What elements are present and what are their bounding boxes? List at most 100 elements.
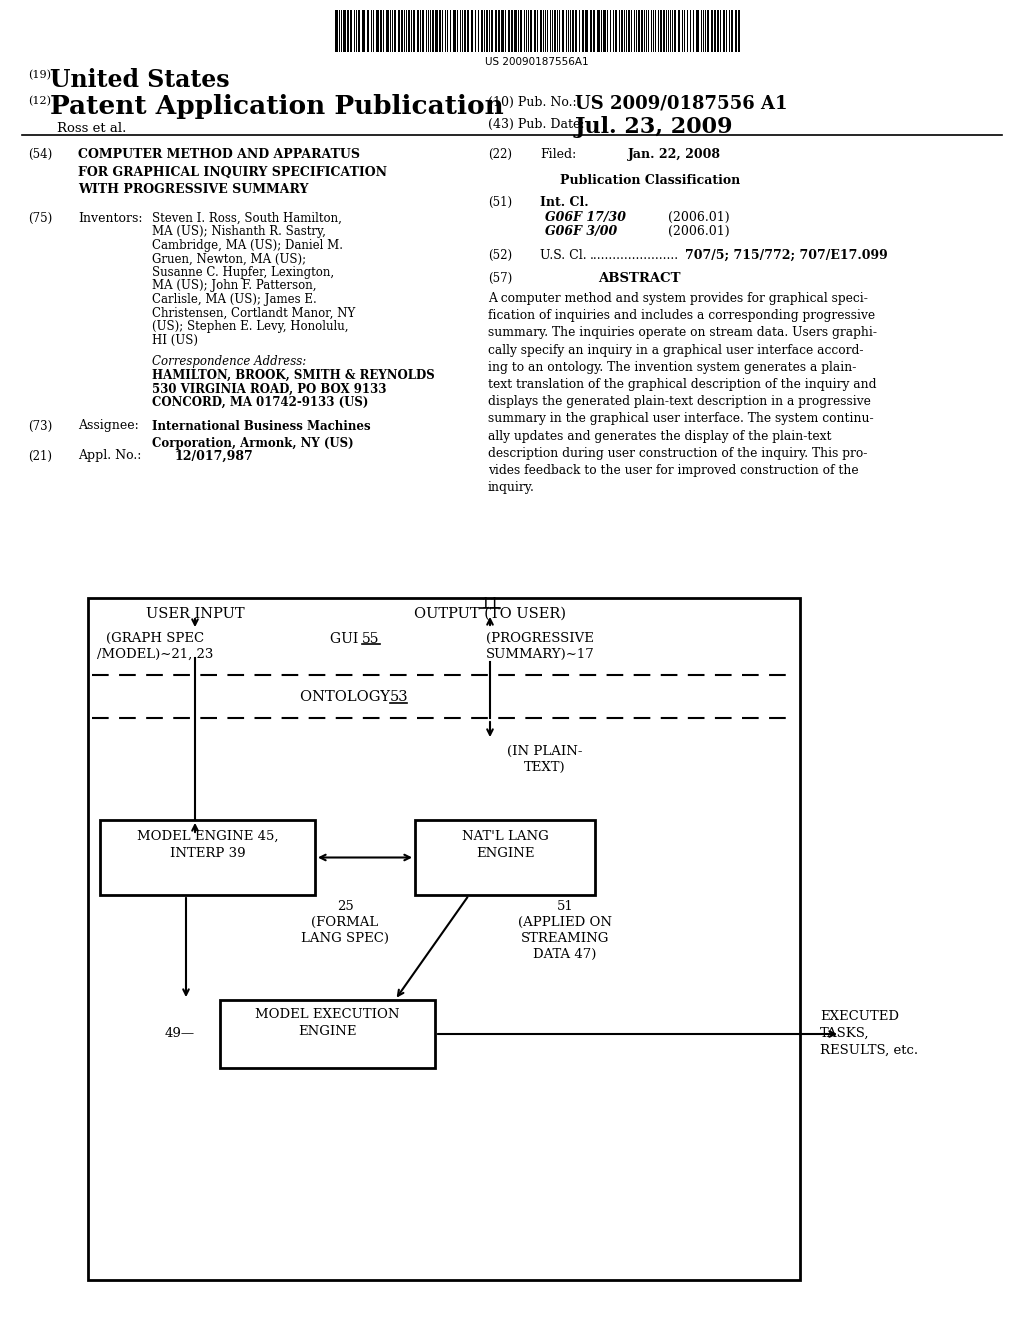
Text: .......................: ....................... (590, 249, 679, 261)
Bar (582, 11, 584, 51)
Bar (585, 11, 588, 51)
Text: Inventors:: Inventors: (78, 213, 142, 224)
Bar (628, 11, 630, 51)
Text: MODEL EXECUTION
ENGINE: MODEL EXECUTION ENGINE (255, 1008, 399, 1038)
Bar (717, 11, 719, 51)
Text: MA (US); John F. Patterson,: MA (US); John F. Patterson, (152, 280, 316, 293)
Text: Filed:: Filed: (540, 148, 577, 161)
Text: (2006.01): (2006.01) (668, 224, 730, 238)
Bar (467, 11, 469, 51)
Bar (413, 11, 415, 51)
Bar (711, 11, 713, 51)
Text: A computer method and system provides for graphical speci-
fication of inquiries: A computer method and system provides fo… (488, 292, 877, 494)
Bar (100, 820, 315, 895)
Text: (IN PLAIN-
TEXT): (IN PLAIN- TEXT) (507, 744, 583, 774)
Bar (674, 11, 676, 51)
Text: G06F 3/00: G06F 3/00 (545, 224, 617, 238)
Bar (367, 11, 369, 51)
Text: (PROGRESSIVE
SUMMARY)∼17: (PROGRESSIVE SUMMARY)∼17 (485, 632, 594, 661)
Bar (738, 11, 740, 51)
Bar (347, 11, 349, 51)
Bar (597, 11, 600, 51)
Text: MODEL ENGINE 45,
INTERP 39: MODEL ENGINE 45, INTERP 39 (137, 830, 279, 861)
Text: NAT'L LANG
ENGINE: NAT'L LANG ENGINE (462, 830, 549, 861)
Bar (453, 11, 456, 51)
Bar (615, 11, 617, 51)
Bar (88, 598, 800, 1280)
Bar (575, 11, 577, 51)
Text: (GRAPH SPEC
/MODEL)∼21, 23: (GRAPH SPEC /MODEL)∼21, 23 (97, 632, 213, 661)
Text: United States: United States (50, 69, 229, 92)
Bar (731, 11, 733, 51)
Bar (603, 11, 606, 51)
Bar (554, 11, 556, 51)
Text: (43) Pub. Date:: (43) Pub. Date: (488, 117, 585, 131)
Text: 49—: 49— (165, 1027, 195, 1040)
Text: EXECUTED
TASKS,
RESULTS, etc.: EXECUTED TASKS, RESULTS, etc. (820, 1010, 919, 1057)
Text: (57): (57) (488, 272, 512, 285)
Bar (660, 11, 662, 51)
Text: (2006.01): (2006.01) (668, 211, 730, 224)
Bar (335, 11, 338, 51)
Text: GUI: GUI (330, 632, 362, 645)
Text: (19): (19) (28, 70, 51, 81)
Text: Int. Cl.: Int. Cl. (540, 195, 589, 209)
Text: Appl. No.:: Appl. No.: (78, 450, 141, 462)
Bar (735, 11, 737, 51)
Text: Publication Classification: Publication Classification (560, 174, 740, 187)
Text: (54): (54) (28, 148, 52, 161)
Text: 11: 11 (480, 597, 500, 611)
Text: (22): (22) (488, 148, 512, 161)
Text: Christensen, Cortlandt Manor, NY: Christensen, Cortlandt Manor, NY (152, 306, 355, 319)
Text: OUTPUT (TO USER): OUTPUT (TO USER) (414, 607, 566, 620)
Bar (376, 11, 379, 51)
Bar (520, 11, 522, 51)
Bar (439, 11, 441, 51)
Text: (21): (21) (28, 450, 52, 462)
Text: (US); Stephen E. Levy, Honolulu,: (US); Stephen E. Levy, Honolulu, (152, 319, 348, 333)
Text: ONTOLOGY: ONTOLOGY (300, 690, 394, 704)
Text: Jan. 22, 2008: Jan. 22, 2008 (628, 148, 721, 161)
Bar (590, 11, 592, 51)
Text: ABSTRACT: ABSTRACT (598, 272, 681, 285)
Bar (678, 11, 680, 51)
Bar (343, 11, 346, 51)
Bar (350, 11, 352, 51)
Bar (508, 11, 510, 51)
Text: Carlisle, MA (US); James E.: Carlisle, MA (US); James E. (152, 293, 316, 306)
Text: Steven I. Ross, South Hamilton,: Steven I. Ross, South Hamilton, (152, 213, 342, 224)
Bar (495, 11, 497, 51)
Bar (394, 11, 396, 51)
Text: USER INPUT: USER INPUT (145, 607, 245, 620)
Bar (471, 11, 473, 51)
Bar (707, 11, 709, 51)
Bar (358, 11, 360, 51)
Text: 530 VIRGINIA ROAD, PO BOX 9133: 530 VIRGINIA ROAD, PO BOX 9133 (152, 383, 386, 396)
Text: 53: 53 (390, 690, 409, 704)
Text: 12/017,987: 12/017,987 (174, 450, 253, 462)
Bar (501, 11, 504, 51)
Text: Jul. 23, 2009: Jul. 23, 2009 (575, 116, 733, 139)
Text: G06F 17/30: G06F 17/30 (545, 211, 626, 224)
Bar (498, 11, 500, 51)
Bar (514, 11, 517, 51)
Bar (486, 11, 488, 51)
Bar (530, 11, 532, 51)
Text: Patent Application Publication: Patent Application Publication (50, 94, 504, 119)
Bar (714, 11, 716, 51)
Text: Correspondence Address:: Correspondence Address: (152, 355, 306, 368)
Bar (562, 11, 564, 51)
Bar (415, 820, 595, 895)
Bar (696, 11, 699, 51)
Bar (380, 11, 382, 51)
Text: (73): (73) (28, 420, 52, 433)
Bar (572, 11, 574, 51)
Bar (220, 1001, 435, 1068)
Bar (362, 11, 365, 51)
Bar (432, 11, 434, 51)
Bar (641, 11, 643, 51)
Bar (511, 11, 513, 51)
Text: 25
(FORMAL
LANG SPEC): 25 (FORMAL LANG SPEC) (301, 900, 389, 945)
Bar (408, 11, 410, 51)
Text: 51
(APPLIED ON
STREAMING
DATA 47): 51 (APPLIED ON STREAMING DATA 47) (518, 900, 612, 961)
